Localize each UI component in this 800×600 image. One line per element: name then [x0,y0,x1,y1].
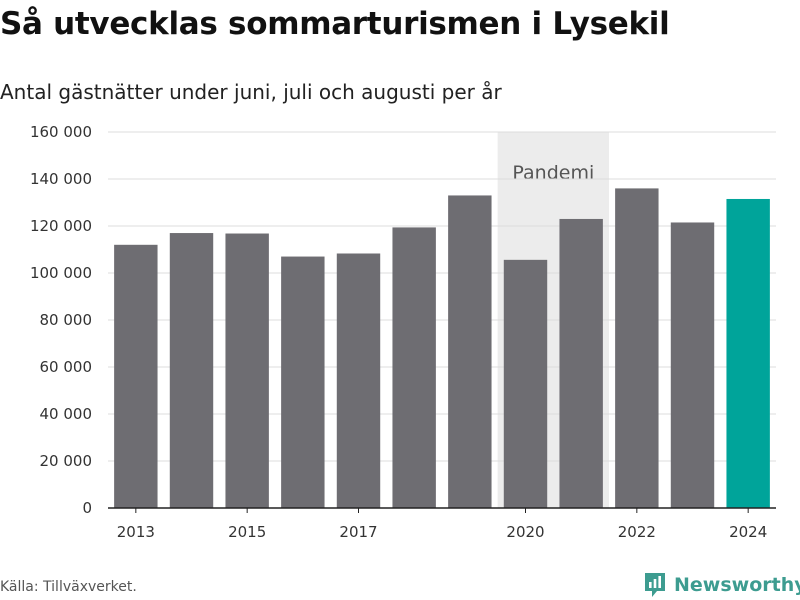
x-tick-label: 2022 [618,523,656,541]
chart-subtitle: Antal gästnätter under juni, juli och au… [0,80,502,104]
x-tick-label: 2017 [339,523,377,541]
bar-2021 [559,218,603,508]
bar-2019 [448,195,492,508]
y-tick-label: 120 000 [30,217,92,235]
y-tick-label: 80 000 [40,311,93,329]
bar-2014 [169,233,214,509]
bar-2018 [392,227,436,508]
x-tick-label: 2015 [228,523,266,541]
y-tick-label: 40 000 [40,405,93,423]
pandemic-band-label: Pandemi [512,162,594,184]
bar-2016 [281,256,325,508]
bar-2017 [336,253,381,508]
bar-2023 [670,222,715,508]
bar-2015 [225,233,269,508]
y-tick-label: 100 000 [30,264,92,282]
y-tick-label: 60 000 [40,358,93,376]
bar-chart: Pandemi 0 20 000 40 000 60 000 80 000 100 000 1… [30,123,776,541]
brand-name: Newsworthy [674,574,800,596]
brand-logo[interactable]: Newsworthy [643,570,800,600]
bar-2022 [615,188,659,508]
source-note: Källa: Tillväxverket. [0,579,137,595]
y-tick-label: 20 000 [40,452,93,470]
bar-2024 [726,198,770,508]
y-tick-label: 160 000 [30,123,92,141]
x-tick-label: 2024 [729,523,767,541]
bar-2013 [114,244,158,509]
chart-title: Så utvecklas sommarturismen i Lysekil [0,6,670,42]
x-tick-label: 2013 [117,523,155,541]
newsworthy-logo-icon [645,573,665,597]
y-tick-label: 140 000 [30,170,92,188]
y-tick-label: 0 [82,499,92,517]
x-tick-label: 2020 [506,523,544,541]
bar-2020 [503,259,548,508]
